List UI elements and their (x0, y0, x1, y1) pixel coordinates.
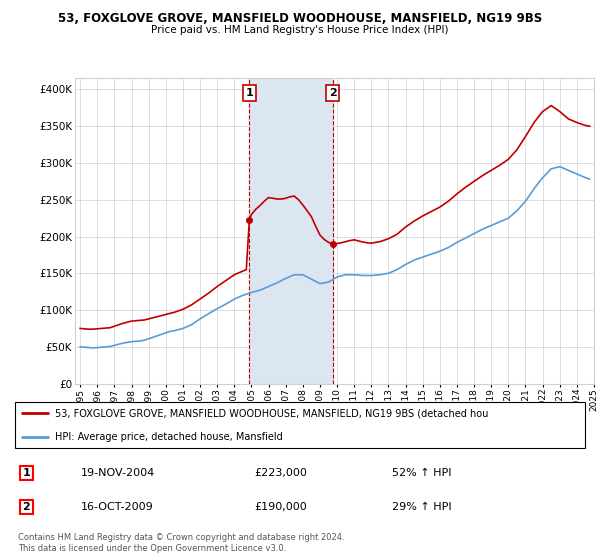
Text: £190,000: £190,000 (254, 502, 307, 512)
Text: 53, FOXGLOVE GROVE, MANSFIELD WOODHOUSE, MANSFIELD, NG19 9BS: 53, FOXGLOVE GROVE, MANSFIELD WOODHOUSE,… (58, 12, 542, 25)
Text: £223,000: £223,000 (254, 468, 307, 478)
Text: 1: 1 (23, 468, 30, 478)
Text: 53, FOXGLOVE GROVE, MANSFIELD WOODHOUSE, MANSFIELD, NG19 9BS (detached hou: 53, FOXGLOVE GROVE, MANSFIELD WOODHOUSE,… (55, 408, 488, 418)
Text: 2: 2 (329, 88, 337, 98)
Bar (250, 78, 333, 384)
Text: 1: 1 (245, 88, 253, 98)
Text: Price paid vs. HM Land Registry's House Price Index (HPI): Price paid vs. HM Land Registry's House … (151, 25, 449, 35)
FancyBboxPatch shape (15, 402, 585, 448)
Text: 29% ↑ HPI: 29% ↑ HPI (392, 502, 452, 512)
Text: HPI: Average price, detached house, Mansfield: HPI: Average price, detached house, Mans… (55, 432, 283, 442)
Text: 16-OCT-2009: 16-OCT-2009 (81, 502, 154, 512)
Text: 19-NOV-2004: 19-NOV-2004 (81, 468, 155, 478)
Text: 52% ↑ HPI: 52% ↑ HPI (392, 468, 452, 478)
Text: Contains HM Land Registry data © Crown copyright and database right 2024.
This d: Contains HM Land Registry data © Crown c… (18, 533, 344, 553)
Text: 2: 2 (23, 502, 30, 512)
